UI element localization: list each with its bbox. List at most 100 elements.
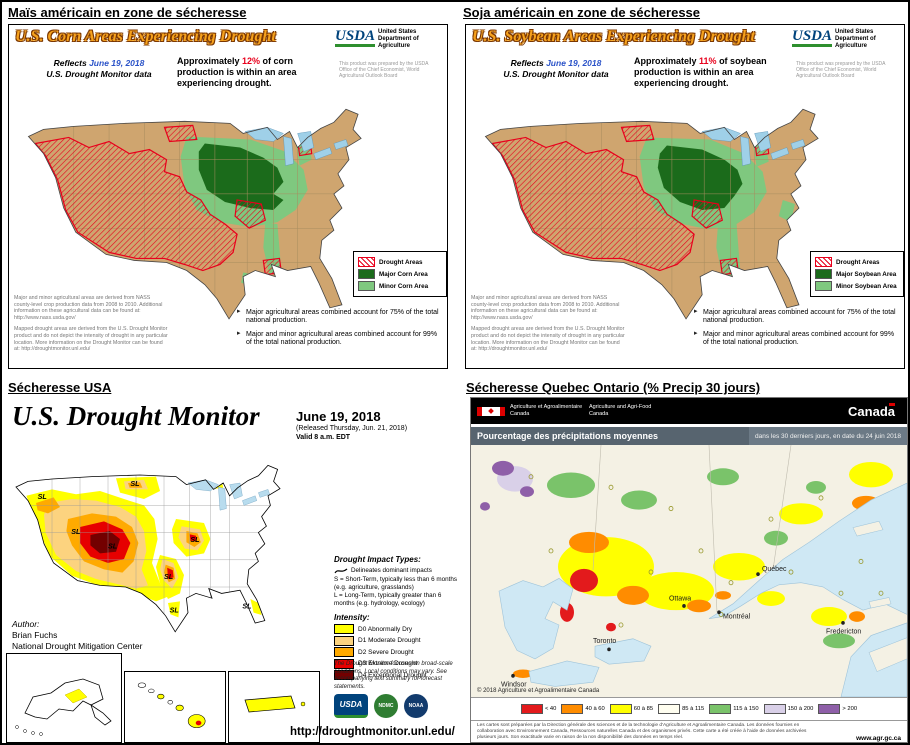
major-swatch: [358, 269, 375, 279]
impact-title: Drought Impact Types:: [334, 555, 421, 564]
usda-dept-text: United States Department of Agriculture: [835, 29, 876, 49]
intensity-title: Intensity:: [334, 613, 370, 622]
intensity-row-d2: D2 Severe Drought: [334, 647, 458, 657]
precip-legend: < 40 40 à 60 60 à 85 85 à 115 115 à 150 …: [471, 697, 907, 720]
delineation-squiggle-icon: [334, 568, 348, 574]
soy-bullets: Major agricultural areas combined accoun…: [694, 308, 900, 353]
ndmc-logo-label: NDMC: [378, 703, 394, 709]
region-borders: [592, 445, 792, 613]
puerto-rico-map: [244, 695, 306, 713]
usda-logo-label: USDA: [339, 700, 363, 709]
summary-pre: Approximately: [634, 56, 700, 66]
soy-us-map: [484, 108, 819, 320]
soy-map-title: U.S. Soybean Areas Experiencing Drought: [472, 28, 755, 45]
puerto-rico-inset: [228, 671, 320, 743]
bullet-combined: Major and minor agricultural areas combi…: [694, 330, 900, 348]
legend-swatch: [818, 704, 841, 714]
legend-row-minor: Minor Corn Area: [358, 281, 442, 291]
impact-legend: Drought Impact Types: Delineates dominan…: [334, 555, 458, 608]
svg-text:SL: SL: [38, 492, 47, 501]
usda-logo-icon: USDA: [334, 694, 368, 718]
legend-item: 40 à 60: [561, 704, 605, 714]
drought-swatch: [815, 257, 832, 267]
major-swatch: [815, 269, 832, 279]
intensity-label: D3 Extreme Drought: [358, 660, 418, 667]
legend-label: Drought Areas: [836, 258, 880, 266]
us-outline: [484, 108, 819, 320]
reflects-note: Reflects June 19, 2018 U.S. Drought Moni…: [29, 58, 169, 79]
impact-short-term: S = Short-Term, typically less than 6 mo…: [334, 575, 458, 591]
d2-swatch: [334, 647, 354, 657]
hawaii-inset: [124, 671, 226, 743]
author-org: National Drought Mitigation Center: [12, 641, 143, 652]
canada-footer-text: Les cartes sont préparées par la Directi…: [477, 723, 807, 741]
d4-swatch: [334, 670, 354, 680]
canada-map-area: Windsor Toronto Ottawa Montréal Québec F…: [471, 445, 907, 697]
maple-leaf-icon: [488, 408, 494, 414]
corn-map-title: U.S. Corn Areas Experiencing Drought: [15, 28, 276, 45]
svg-text:SL: SL: [242, 602, 251, 611]
legend-label: Drought Areas: [379, 258, 423, 266]
svg-text:SL: SL: [170, 606, 179, 615]
great-lakes: [701, 127, 806, 166]
svg-text:SL: SL: [71, 527, 80, 536]
corn-map-legend: Drought Areas Major Corn Area Minor Corn…: [353, 251, 447, 297]
legend-row-drought: Drought Areas: [815, 257, 899, 267]
legend-item: < 40: [520, 704, 556, 714]
legend-label: Minor Corn Area: [379, 282, 429, 290]
agency-name-en: Agriculture and Agri-Food Canada: [589, 404, 652, 417]
intensity-row-d3: D3 Extreme Drought: [334, 658, 458, 669]
canada-footer-url[interactable]: www.agr.gc.ca: [856, 734, 901, 742]
legend-row-major: Major Corn Area: [358, 269, 442, 279]
d0-swatch: [334, 624, 354, 634]
legend-label: Minor Soybean Area: [836, 282, 897, 290]
canada-wordmark: Canada: [848, 402, 901, 419]
city-markers: Windsor Toronto Ottawa Montréal Québec F…: [501, 564, 861, 689]
canada-header-bar: Agriculture et Agroalimentaire Canada Ag…: [471, 398, 907, 424]
usdm-released: (Released Thursday, Jun. 21, 2018): [296, 425, 408, 433]
svg-text:Ottawa: Ottawa: [669, 593, 691, 602]
canada-flag-icon: [477, 406, 505, 416]
reflects-line2: U.S. Drought Monitor data: [46, 68, 152, 79]
intensity-legend: Intensity: D0 Abnormally Dry D1 Moderate…: [334, 613, 458, 682]
impact-delineates-label: Delineates dominant impacts: [351, 567, 432, 575]
canada-copyright: © 2018 Agriculture et Agroalimentaire Ca…: [477, 688, 600, 694]
corn-us-map: [27, 108, 362, 320]
minor-swatch: [815, 281, 832, 291]
alaska-map: [15, 678, 112, 736]
precip-map-title: Pourcentage des précipitations moyennes: [477, 431, 659, 441]
svg-text:Fredericton: Fredericton: [826, 626, 861, 635]
usdm-url-link[interactable]: http://droughtmonitor.unl.edu/: [290, 726, 455, 738]
footnote-agricultural: Major and minor agricultural areas are d…: [14, 295, 163, 321]
usdm-date-block: June 19, 2018 (Released Thursday, Jun. 2…: [296, 409, 456, 443]
minor-swatch: [358, 281, 375, 291]
legend-item: 85 à 115: [658, 704, 704, 714]
author-label: Author:: [12, 619, 40, 629]
svg-text:Montréal: Montréal: [723, 611, 751, 620]
legend-swatch: [658, 704, 681, 714]
soy-footnotes: Major and minor agricultural areas are d…: [471, 295, 625, 353]
ndmc-logo-icon: NDMC: [374, 694, 398, 718]
reflects-word: Reflects: [53, 58, 87, 68]
legend-label: 150 à 200: [787, 706, 814, 712]
intensity-label: D4 Exceptional Drought: [358, 671, 427, 679]
usda-logo-text: USDA: [792, 29, 833, 47]
reflects-date: June 19, 2018: [546, 58, 602, 68]
prepared-by-note: This product was prepared by the USDA Of…: [339, 61, 429, 79]
intensity-label: D2 Severe Drought: [358, 648, 414, 656]
usdm-title: U.S. Drought Monitor: [12, 401, 260, 431]
reflects-date: June 19, 2018: [89, 58, 145, 68]
corn-footnotes: Major and minor agricultural areas are d…: [14, 295, 168, 353]
legend-label: 40 à 60: [585, 706, 605, 712]
islands-and-maritimes: [852, 520, 907, 672]
hawaii-map: [137, 682, 206, 729]
svg-text:SL: SL: [108, 542, 117, 551]
legend-item: 150 à 200: [763, 704, 814, 714]
corn-summary: Approximately 12% of corn production is …: [177, 56, 329, 88]
legend-label: Major Soybean Area: [836, 270, 897, 278]
legend-label: Major Corn Area: [379, 270, 428, 278]
impact-type-labels: SL SL SL SL SL SL SL SL: [38, 479, 252, 614]
usda-logo: USDA United States Department of Agricul…: [792, 29, 889, 50]
legend-row-drought: Drought Areas: [358, 257, 442, 267]
